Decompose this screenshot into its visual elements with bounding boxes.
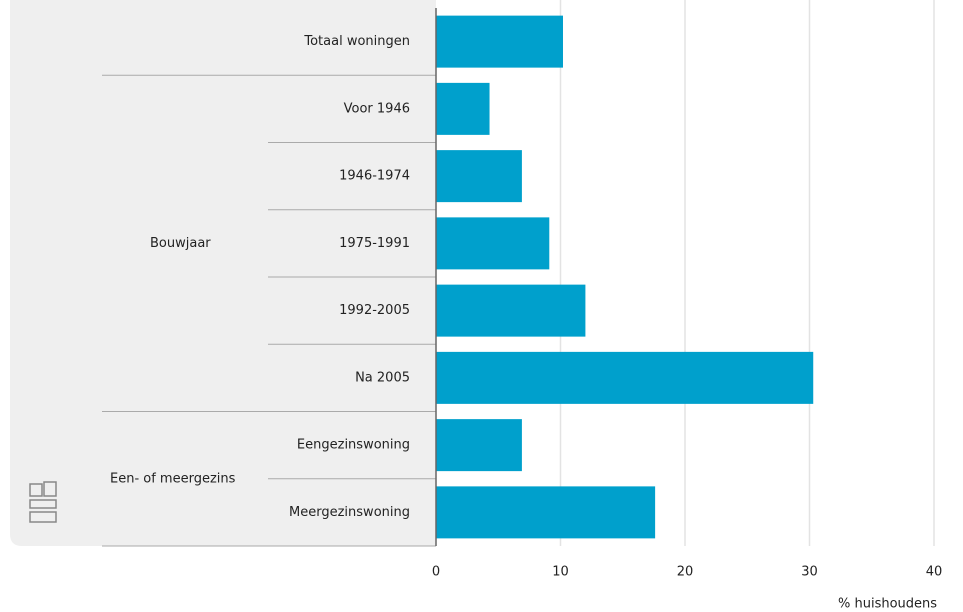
y-tick-label: Meergezinswoning [289, 505, 410, 520]
x-tick-label: 10 [552, 565, 569, 580]
bar [436, 15, 563, 68]
x-tick-label: 0 [432, 565, 440, 580]
bar [436, 284, 586, 337]
x-tick-label: 30 [801, 565, 818, 580]
y-tick-label: 1975-1991 [339, 236, 410, 251]
x-tick-label: 20 [677, 565, 694, 580]
bar [436, 419, 522, 472]
group-label: Een- of meergezins [110, 471, 236, 486]
y-tick-label: Eengezinswoning [297, 438, 410, 453]
cbs-logo [29, 481, 57, 523]
bar [436, 150, 522, 203]
bar [436, 217, 550, 270]
y-tick-label: Voor 1946 [344, 101, 410, 116]
x-axis-label: % huishoudens [838, 597, 937, 612]
y-tick-label: Totaal woningen [303, 34, 410, 49]
y-tick-label: 1992-2005 [339, 303, 410, 318]
label-panel [10, 0, 436, 546]
bar [436, 351, 814, 404]
y-tick-label: Na 2005 [355, 370, 410, 385]
x-tick-label: 40 [926, 565, 943, 580]
group-label: Bouwjaar [150, 236, 211, 251]
bar [436, 82, 490, 135]
y-tick-label: 1946-1974 [339, 169, 410, 184]
bar [436, 486, 656, 539]
